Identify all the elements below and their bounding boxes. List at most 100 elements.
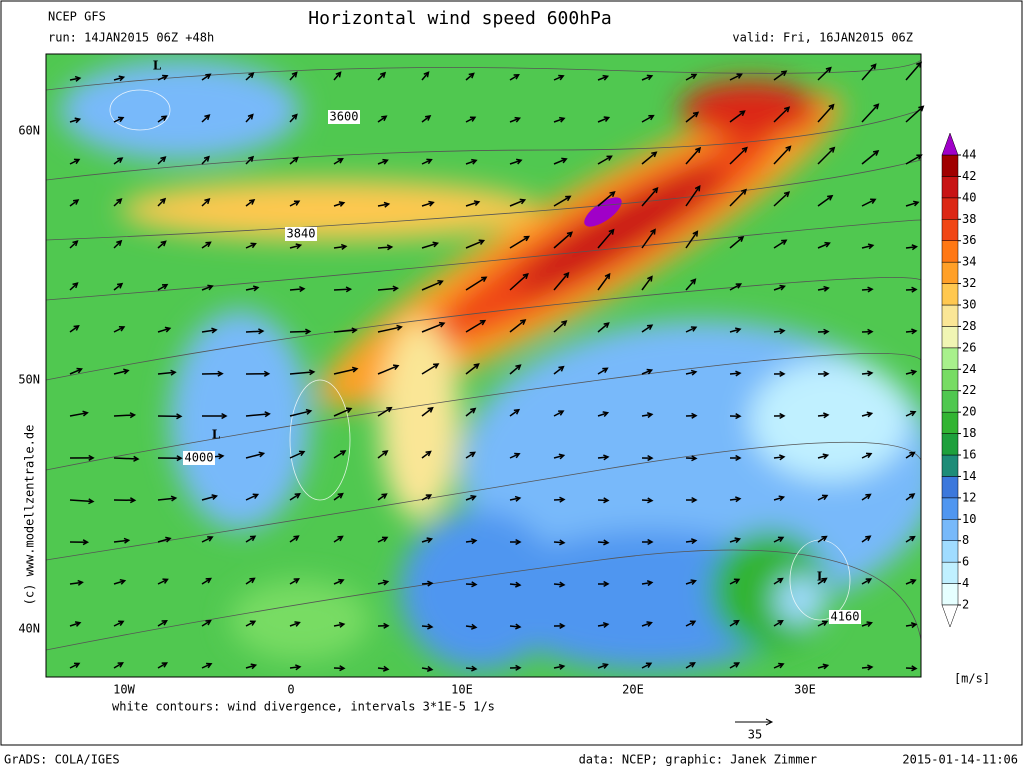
wind-arrow [377, 493, 387, 501]
wind-arrow-head [88, 454, 95, 461]
wind-arrow [817, 242, 830, 249]
wind-arrow-head [351, 366, 359, 373]
wind-arrow-head [129, 412, 137, 419]
wind-arrow [641, 229, 656, 249]
wind-arrow-head [218, 453, 225, 460]
wind-arrow-head [119, 578, 127, 585]
wind-arrow-head [865, 493, 872, 500]
wind-arrow-head [609, 191, 616, 197]
wind-arrow [333, 202, 345, 207]
wind-arrow-head [603, 116, 611, 122]
wind-arrow [289, 451, 305, 459]
wind-arrow-head [603, 322, 610, 329]
wind-arrow-head [691, 412, 698, 419]
wind-arrow-head [825, 66, 832, 73]
colorbar-label: 36 [962, 233, 976, 247]
wind-arrow-head [909, 493, 916, 499]
wind-arrow-head [129, 497, 137, 504]
wind-arrow [905, 288, 917, 291]
wind-arrow [201, 198, 210, 207]
wind-arrow [421, 363, 439, 375]
wind-arrow-head [74, 117, 82, 124]
wind-arrow [553, 117, 565, 123]
wind-arrow [333, 623, 344, 627]
wind-arrow [641, 187, 658, 207]
wind-arrow [245, 243, 256, 249]
colorbar-label: 10 [962, 512, 976, 526]
wind-arrow-head [821, 494, 829, 501]
wind-arrow [465, 201, 480, 207]
wind-arrow-head [602, 74, 610, 81]
wind-arrow [553, 272, 569, 291]
wind-arrow-head [383, 622, 390, 629]
wind-arrow [817, 67, 832, 81]
wind-arrow [597, 155, 612, 165]
wind-arrow-head [74, 621, 82, 627]
wind-arrow-head [646, 368, 654, 375]
wind-arrow-head [559, 622, 566, 629]
wind-arrow-head [918, 105, 925, 112]
wind-arrow [905, 62, 922, 81]
wind-arrow [289, 72, 298, 81]
colorbar-label: 14 [962, 469, 976, 483]
wind-arrow [641, 499, 653, 502]
wind-arrow [861, 493, 871, 501]
wind-arrow [69, 622, 81, 627]
wind-arrow-head [73, 325, 80, 331]
wind-arrow-head [293, 578, 300, 584]
wind-arrow [421, 450, 432, 459]
wind-arrow-head [396, 324, 403, 331]
wind-arrow [817, 535, 827, 543]
wind-arrow-head [737, 236, 745, 242]
wind-arrow [509, 364, 521, 375]
wind-arrow-head [785, 145, 792, 152]
wind-arrow-head [77, 579, 84, 586]
wind-arrow-head [116, 282, 124, 289]
wind-arrow-head [779, 370, 786, 377]
wind-arrow [773, 536, 784, 543]
wind-field [46, 54, 921, 677]
wind-arrow-head [470, 623, 478, 630]
wind-arrow-head [515, 538, 522, 546]
colorbar-label: 20 [962, 405, 976, 419]
wind-arrow-head [170, 369, 177, 376]
wind-arrow [685, 147, 701, 165]
wind-arrow-head [558, 453, 566, 460]
lat-label: 40N [18, 622, 40, 636]
colorbar-label: 12 [962, 490, 976, 504]
wind-arrow-head [426, 537, 434, 544]
wind-arrow [113, 414, 135, 417]
colorbar-box [941, 154, 959, 177]
wind-arrow-head [427, 406, 434, 413]
wind-arrow [905, 245, 917, 249]
wind-arrow-head [565, 195, 572, 202]
wind-arrow-head [473, 363, 480, 370]
wind-arrow-head [916, 61, 923, 68]
wind-arrow [289, 330, 310, 333]
wind-arrow [201, 114, 210, 123]
wind-arrow-head [779, 454, 786, 461]
wind-arrow-head [821, 577, 828, 584]
wind-arrow-head [381, 493, 388, 499]
wind-arrow [289, 371, 314, 375]
wind-arrow [685, 326, 697, 333]
wind-arrow [685, 278, 696, 291]
reference-arrow-head [765, 718, 774, 726]
wind-arrow-head [468, 72, 475, 79]
wind-arrow [773, 456, 785, 459]
wind-arrow [377, 450, 388, 459]
wind-arrow-head [734, 496, 742, 503]
wind-arrow [817, 664, 828, 669]
wind-arrow [817, 104, 835, 123]
wind-arrow [729, 283, 742, 291]
wind-arrow [597, 322, 610, 333]
low-marker: L [212, 428, 221, 442]
wind-arrow [69, 499, 94, 503]
wind-arrow [245, 493, 258, 501]
wind-arrow [597, 75, 608, 81]
wind-arrow-head [695, 146, 702, 154]
colorbar-label: 38 [962, 212, 976, 226]
wind-arrow-head [425, 450, 432, 457]
wind-arrow [685, 580, 696, 585]
